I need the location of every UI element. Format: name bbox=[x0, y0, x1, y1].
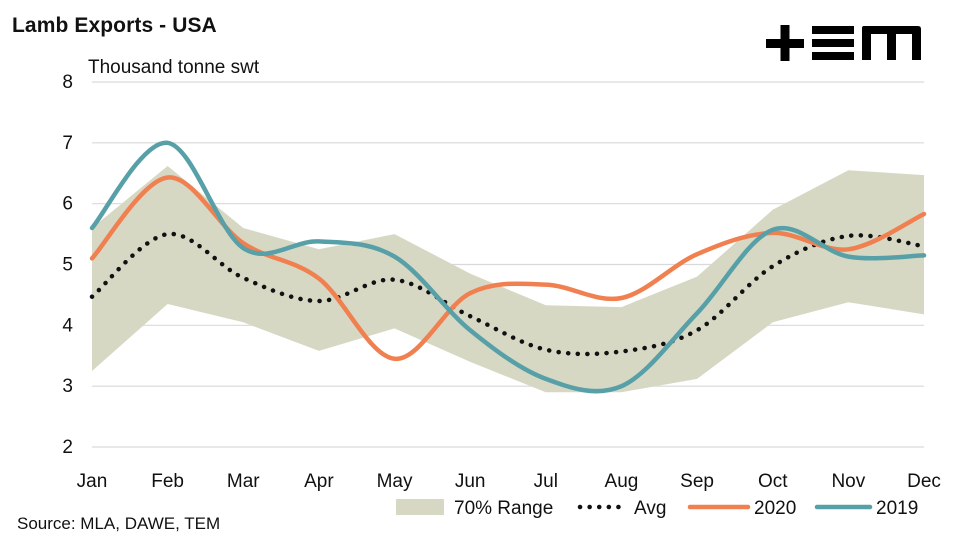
y-tick-label: 8 bbox=[62, 72, 73, 93]
y-tick-label: 7 bbox=[62, 133, 73, 154]
x-tick-label: Feb bbox=[151, 471, 184, 492]
y-tick-label: 6 bbox=[62, 194, 73, 215]
x-tick-label: Nov bbox=[831, 471, 865, 492]
y-tick-label: 5 bbox=[62, 255, 73, 276]
y-tick-label: 3 bbox=[62, 376, 73, 397]
range-band bbox=[92, 165, 924, 393]
x-tick-label: Aug bbox=[605, 471, 639, 492]
x-tick-label: Oct bbox=[758, 471, 788, 492]
chart-title: Lamb Exports - USA bbox=[12, 14, 217, 37]
legend-label-2019: 2019 bbox=[876, 498, 918, 519]
legend-label-range: 70% Range bbox=[454, 498, 553, 519]
x-tick-label: Jan bbox=[77, 471, 108, 492]
legend: 70% Range Avg 2020 2019 bbox=[396, 498, 918, 519]
source-note: Source: MLA, DAWE, TEM bbox=[17, 514, 221, 533]
x-tick-label: Jul bbox=[534, 471, 558, 492]
series-line-2019 bbox=[89, 140, 927, 394]
axis-labels: 2 3 4 5 6 7 8 Jan Feb Mar Apr May Jun Jul Aug Sep Oct Nov… bbox=[62, 72, 940, 492]
tem-logo bbox=[766, 25, 921, 61]
y-tick-label: 4 bbox=[62, 315, 73, 336]
legend-swatch-range bbox=[396, 499, 444, 515]
legend-label-avg: Avg bbox=[634, 498, 666, 519]
y-tick-label: 2 bbox=[62, 437, 73, 458]
x-tick-label: May bbox=[377, 471, 413, 492]
x-tick-label: Dec bbox=[907, 471, 941, 492]
x-tick-label: Jun bbox=[455, 471, 486, 492]
range-band-area bbox=[92, 165, 924, 393]
x-tick-label: Mar bbox=[227, 471, 260, 492]
series-lines bbox=[89, 140, 927, 394]
x-tick-label: Sep bbox=[680, 471, 714, 492]
legend-label-2020: 2020 bbox=[754, 498, 796, 519]
y-axis-unit-label: Thousand tonne swt bbox=[88, 57, 260, 78]
x-tick-label: Apr bbox=[304, 471, 334, 492]
